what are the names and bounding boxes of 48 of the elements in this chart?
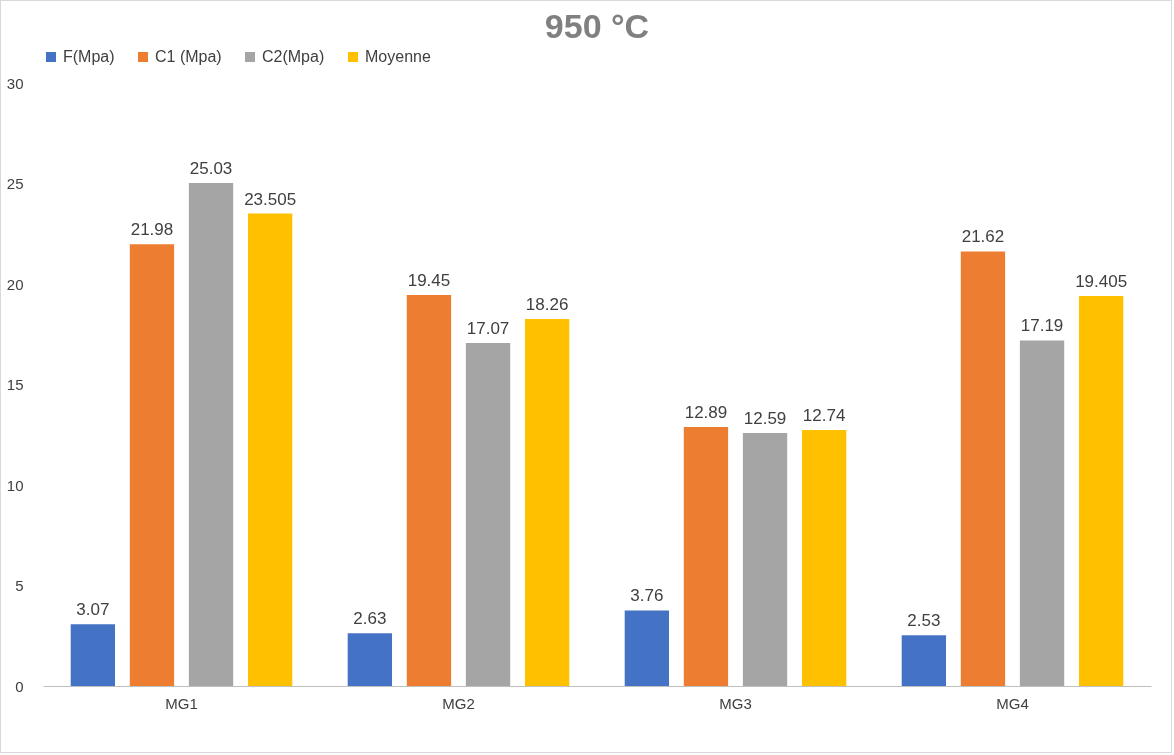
bar — [901, 635, 947, 686]
data-label: 19.405 — [1075, 271, 1128, 291]
legend-label: Moyenne — [365, 48, 431, 65]
data-label: 21.62 — [961, 227, 1005, 247]
x-tick-label: MG3 — [719, 694, 752, 712]
data-label: 23.505 — [244, 189, 297, 209]
legend-label: F(Mpa) — [63, 48, 115, 65]
chart-title: 950 °C — [544, 7, 650, 45]
x-tick-label: MG4 — [996, 694, 1029, 712]
data-label: 12.74 — [802, 405, 846, 425]
bar — [524, 318, 570, 686]
bar — [188, 182, 234, 686]
data-label: 19.45 — [407, 271, 451, 291]
bar — [1078, 295, 1124, 686]
y-tick-label: 5 — [15, 577, 24, 594]
data-label: 2.63 — [353, 609, 387, 629]
data-label: 3.07 — [76, 600, 110, 620]
bar — [801, 429, 847, 686]
y-tick-label: 30 — [6, 74, 24, 92]
data-label: 17.19 — [1020, 316, 1064, 336]
y-tick-label: 0 — [15, 677, 24, 695]
data-label: 12.89 — [684, 402, 728, 422]
bar — [1019, 340, 1065, 686]
x-tick-label: MG1 — [165, 694, 198, 712]
bar — [624, 610, 670, 686]
data-label: 17.07 — [466, 318, 510, 338]
bar — [347, 633, 393, 686]
legend-label: C2(Mpa) — [262, 48, 325, 65]
y-tick-label: 20 — [6, 275, 24, 293]
bar — [960, 251, 1006, 686]
y-tick-label: 10 — [6, 476, 24, 494]
data-label: 2.53 — [907, 611, 941, 631]
data-label: 3.76 — [630, 586, 664, 606]
bar — [465, 342, 511, 686]
bar — [683, 426, 729, 686]
bar — [406, 295, 452, 686]
data-label: 18.26 — [525, 294, 569, 314]
bar — [129, 244, 175, 686]
bar — [742, 432, 788, 686]
bar — [247, 213, 293, 686]
y-tick-label: 15 — [6, 376, 24, 393]
data-label: 12.59 — [743, 408, 787, 428]
x-tick-label: MG2 — [442, 694, 475, 712]
bar — [70, 624, 116, 686]
data-label: 21.98 — [130, 220, 174, 240]
legend-label: C1 (Mpa) — [155, 48, 222, 65]
data-label: 25.03 — [189, 158, 233, 178]
y-tick-label: 25 — [6, 175, 24, 192]
